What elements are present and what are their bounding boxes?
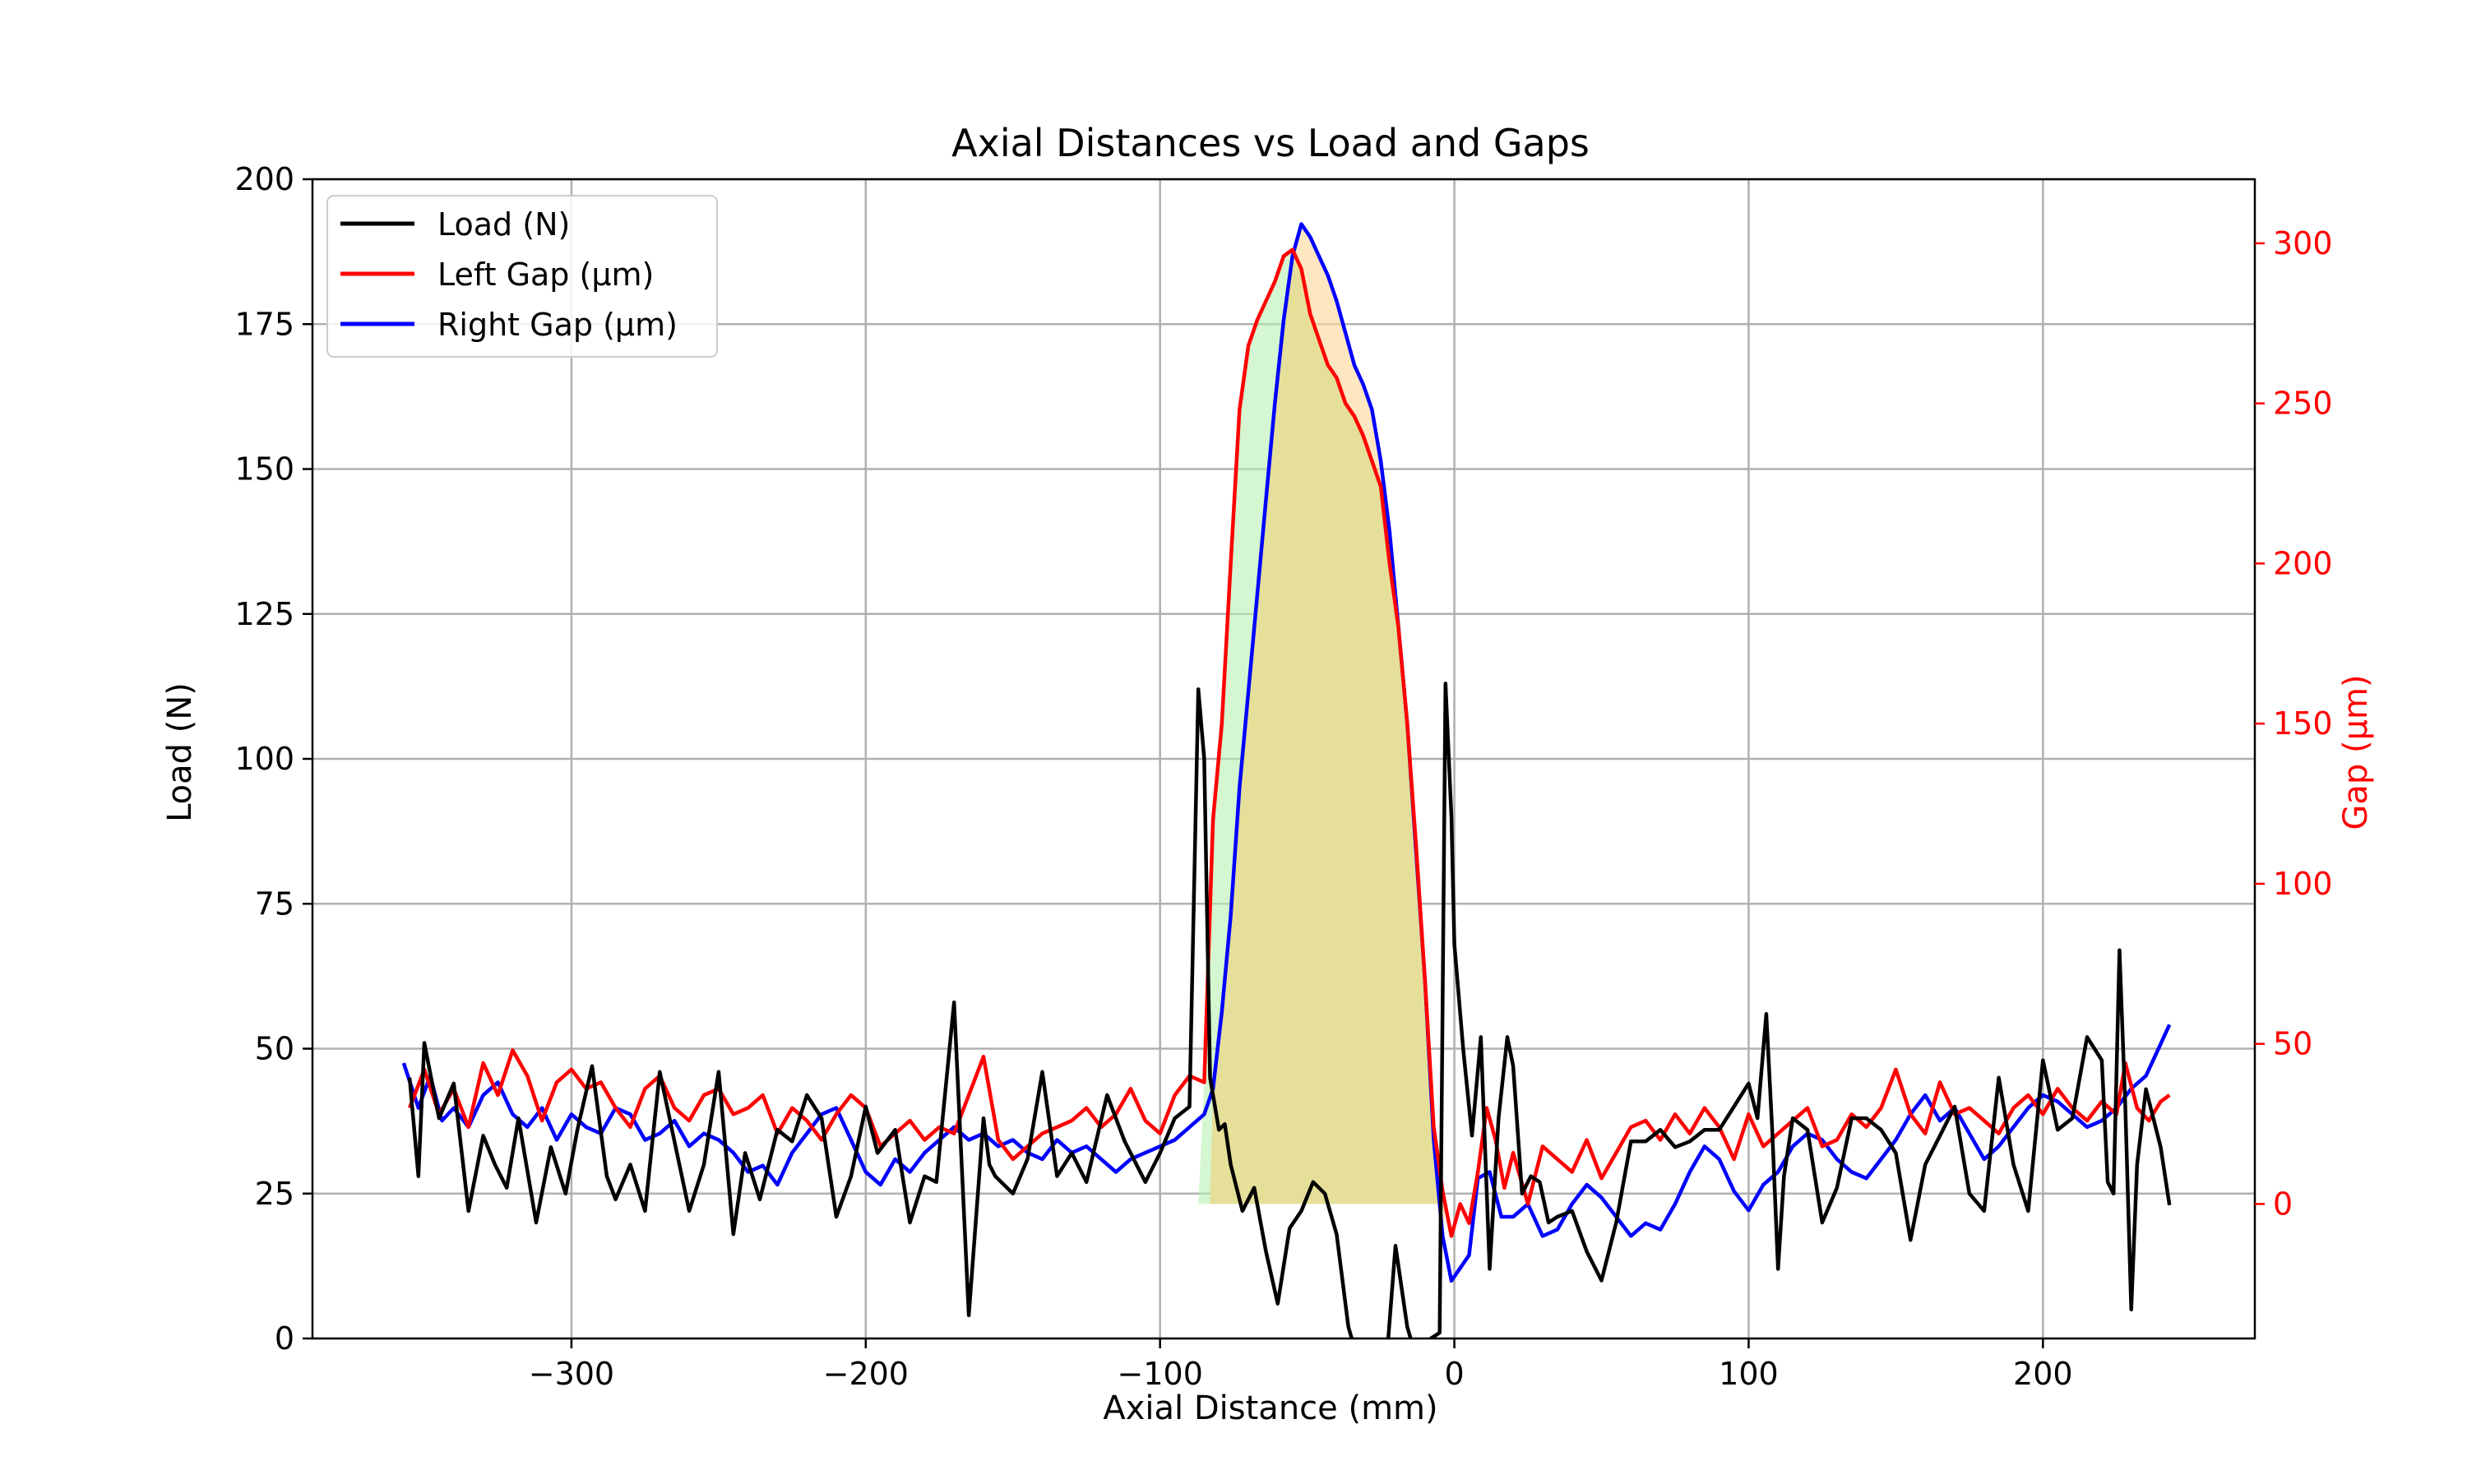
x-axis-label: Axial Distance (mm) [1103, 1389, 1437, 1427]
x-axis: −300 −200 −100 0 100 200 [529, 1338, 2073, 1392]
series-line-load-n [407, 682, 2172, 1338]
y-axis-label: Load (N) [161, 682, 199, 822]
y-axis-left: 0 25 50 75 100 125 150 175 200 [234, 161, 312, 1357]
y2-tick-label-3: 150 [2273, 705, 2333, 742]
y2-axis-label: Gap (µm) [2337, 674, 2375, 830]
y2-tick-label-4: 200 [2273, 545, 2333, 581]
y-tick-label-5: 125 [234, 596, 294, 632]
x-tick-label-0: −300 [529, 1356, 614, 1392]
legend: Load (N) Left Gap (µm) Right Gap (µm) [326, 195, 718, 358]
y2-tick-label-2: 100 [2273, 866, 2333, 902]
x-tick-label-2: −100 [1118, 1356, 1203, 1392]
y-tick-label-3: 75 [255, 885, 294, 922]
legend-label-left-gap: Left Gap (µm) [437, 257, 654, 293]
y-tick-label-7: 175 [234, 306, 294, 342]
x-tick-label-4: 100 [1719, 1356, 1779, 1392]
y2-tick-label-0: 0 [2273, 1186, 2293, 1222]
legend-label-right-gap: Right Gap (µm) [437, 307, 678, 343]
y-tick-label-8: 200 [234, 161, 294, 197]
y-tick-label-6: 150 [234, 451, 294, 488]
y2-tick-label-5: 250 [2273, 386, 2333, 422]
y-tick-label-4: 100 [234, 741, 294, 777]
x-tick-label-5: 200 [2013, 1356, 2073, 1392]
y-axis-right: 0 50 100 150 200 250 300 [2255, 225, 2333, 1222]
y2-tick-label-6: 300 [2273, 225, 2333, 261]
x-tick-label-1: −200 [823, 1356, 909, 1392]
legend-label-load: Load (N) [437, 206, 570, 243]
chart-title: Axial Distances vs Load and Gaps [951, 121, 1590, 165]
y-tick-label-0: 0 [275, 1320, 294, 1357]
y2-tick-label-1: 50 [2273, 1026, 2312, 1062]
series-lines [401, 222, 2172, 1338]
legend-box [326, 195, 718, 358]
series-line-left-gap-m [407, 247, 2171, 1238]
y-tick-label-2: 50 [255, 1031, 294, 1067]
x-tick-label-3: 0 [1444, 1356, 1464, 1392]
y-tick-label-1: 25 [255, 1176, 294, 1212]
